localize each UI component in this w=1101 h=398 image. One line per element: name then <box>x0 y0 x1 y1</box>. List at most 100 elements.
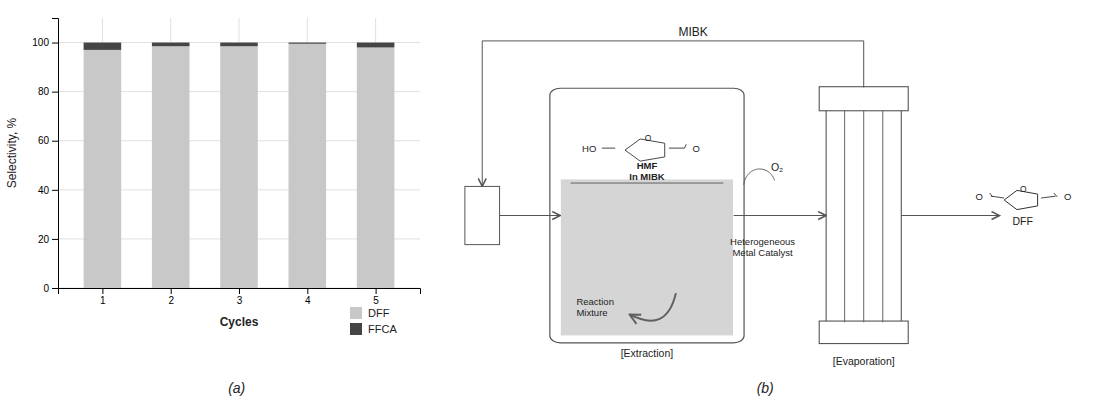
bar <box>84 50 122 288</box>
y-axis-line <box>52 19 59 289</box>
y-tick-mark <box>52 141 58 142</box>
atom-label: O <box>1020 184 1027 194</box>
bar <box>289 43 327 44</box>
x-tick: 5 <box>373 288 379 306</box>
bar <box>152 46 190 288</box>
flow-arrow <box>734 215 826 216</box>
bond <box>602 148 615 149</box>
y-tick: 60 <box>38 135 58 146</box>
recycle-label: MIBK <box>679 25 708 39</box>
bar <box>152 43 190 47</box>
y-tick-mark <box>52 190 58 191</box>
column-internal <box>863 111 864 322</box>
y-axis-title: Selectivity, % <box>5 117 19 188</box>
product-label: DFF <box>1012 215 1032 227</box>
recycle-arrow <box>482 41 483 187</box>
x-tick: 4 <box>305 288 311 306</box>
y-tick-label: 20 <box>38 234 50 245</box>
annotations: HO O O HMFIn MIBK ReactionMixture [Extraction… <box>228 25 1071 396</box>
x-tick-mark <box>239 288 240 294</box>
y-tick: 80 <box>38 86 58 97</box>
bond <box>1041 196 1055 198</box>
bond <box>991 196 1004 198</box>
bond <box>669 148 685 149</box>
x-tick-mark <box>102 288 103 294</box>
panel-label: (b) <box>757 380 774 396</box>
y-tick: 0 <box>43 283 58 294</box>
column-internal <box>882 111 883 322</box>
reagent-label: O₂ <box>771 161 783 173</box>
feed-box <box>465 186 500 244</box>
x-tick-mark <box>171 288 172 294</box>
y-axis: 0 20 40 60 80 100 <box>32 19 58 294</box>
y-tick-mark <box>52 288 58 289</box>
y-tick-mark <box>52 43 58 44</box>
bond <box>1054 193 1057 197</box>
bar <box>289 44 327 288</box>
extraction-vessel <box>550 88 744 343</box>
legend-swatch <box>350 323 362 335</box>
legend-label: DFF <box>368 307 390 319</box>
atom-label: O <box>645 133 652 143</box>
stir-arrow <box>630 293 676 321</box>
y-tick: 20 <box>38 234 58 245</box>
bond <box>990 193 993 197</box>
column-bottom-cap <box>819 321 908 344</box>
flow-arrow <box>500 215 561 216</box>
x-axis-line <box>59 289 421 295</box>
y-tick: 40 <box>38 185 58 196</box>
recycle-line <box>482 40 863 41</box>
phase-label: HMFIn MIBK <box>629 160 664 182</box>
y-tick-label: 40 <box>38 185 50 196</box>
x-axis: 1 2 3 4 5 <box>59 288 421 306</box>
legend: DFF FFCA <box>350 307 397 335</box>
panel-label: (a) <box>228 380 245 396</box>
atom-label: O <box>692 143 699 154</box>
x-tick-mark <box>307 288 308 294</box>
atom-label: HO <box>582 143 596 154</box>
atom-label: O <box>1064 191 1071 202</box>
legend-swatch <box>350 307 362 319</box>
figure: 1 2 3 4 5 0 20 40 60 80 100 Cycles Selectivity, % DFF… <box>0 0 1101 398</box>
unit-label: [Evaporation] <box>833 355 895 367</box>
bar <box>84 43 122 50</box>
process-diagram <box>465 41 1057 344</box>
column-top-cap <box>819 87 908 111</box>
grid <box>58 18 420 288</box>
x-tick: 2 <box>168 288 174 306</box>
bond <box>685 144 687 148</box>
y-tick: 100 <box>32 37 58 48</box>
x-tick-label: 2 <box>168 295 174 306</box>
x-axis-title: Cycles <box>220 315 259 329</box>
x-tick: 3 <box>237 288 243 306</box>
y-tick-mark <box>52 239 58 240</box>
y-tick-label: 100 <box>32 37 49 48</box>
bar <box>357 43 395 48</box>
bar <box>220 43 258 47</box>
phase-label: ReactionMixture <box>576 296 614 318</box>
vessel-shade <box>561 179 733 335</box>
recycle-line <box>863 41 864 88</box>
x-tick-label: 5 <box>373 295 379 306</box>
x-tick-label: 4 <box>305 295 311 306</box>
legend-item: DFF <box>350 307 390 319</box>
bars <box>84 43 395 288</box>
flow-arrow <box>901 215 999 216</box>
bar <box>220 46 258 288</box>
column-internal <box>844 111 845 322</box>
y-tick-label: 80 <box>38 86 50 97</box>
bar <box>357 47 395 288</box>
atom-label: O <box>976 191 983 202</box>
catalyst-label: HeterogeneousMetal Catalyst <box>730 236 795 258</box>
y-tick-mark <box>52 92 58 93</box>
x-tick-label: 3 <box>237 295 243 306</box>
x-tick-label: 1 <box>100 295 106 306</box>
y-tick-label: 0 <box>43 283 49 294</box>
unit-label: [Extraction] <box>621 347 674 359</box>
x-tick-mark <box>376 288 377 294</box>
phase-divider <box>571 183 724 184</box>
legend-item: FFCA <box>350 323 397 335</box>
y-tick-label: 60 <box>38 135 50 146</box>
legend-label: FFCA <box>368 323 397 335</box>
evaporation-column <box>826 109 901 322</box>
